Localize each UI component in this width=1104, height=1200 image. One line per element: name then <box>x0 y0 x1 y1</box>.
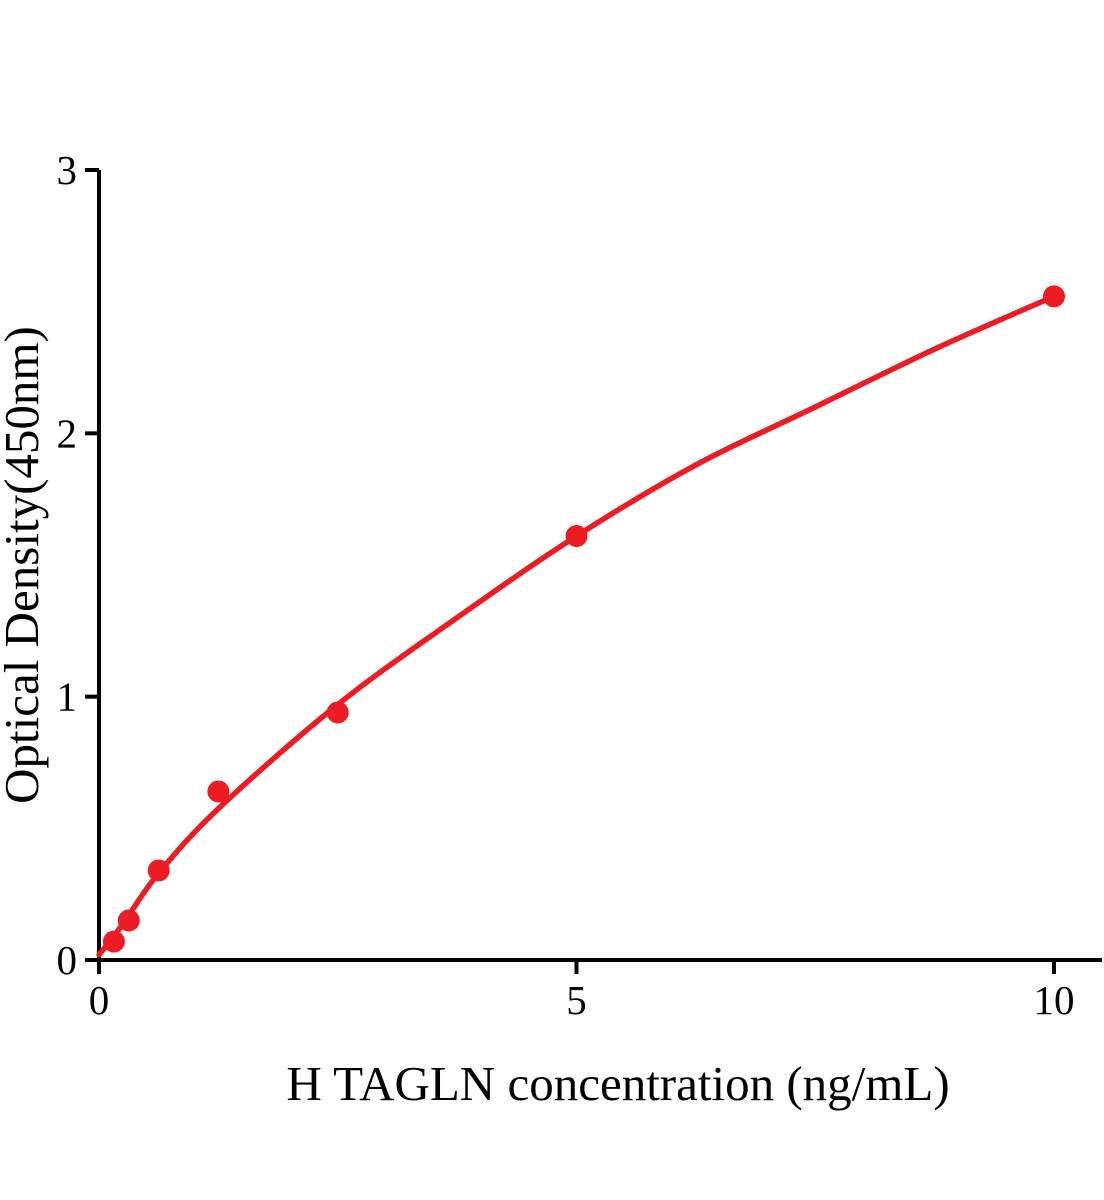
x-tick-label: 5 <box>566 977 587 1023</box>
data-point <box>147 859 170 882</box>
data-point <box>207 780 230 803</box>
y-axis-title: Optical Density(450nm) <box>0 326 49 804</box>
x-tick-label: 0 <box>89 977 110 1023</box>
data-point <box>1043 285 1065 308</box>
x-tick-label: 10 <box>1034 977 1075 1023</box>
y-tick-label: 0 <box>57 937 78 983</box>
data-point <box>117 909 140 932</box>
axes <box>97 170 1102 962</box>
plot-series <box>96 285 1065 958</box>
data-point <box>565 525 588 548</box>
data-point <box>326 701 349 724</box>
y-tick-label: 3 <box>57 147 78 193</box>
axis-ticks <box>85 168 1056 974</box>
x-axis-title: H TAGLN concentration (ng/mL) <box>286 1056 949 1111</box>
y-tick-label: 2 <box>57 410 78 456</box>
y-tick-label: 1 <box>57 674 78 720</box>
axis-tick-labels: 0 5 10 0 1 2 3 <box>57 147 1075 1023</box>
fit-curve <box>96 293 1057 958</box>
data-point <box>102 930 125 953</box>
